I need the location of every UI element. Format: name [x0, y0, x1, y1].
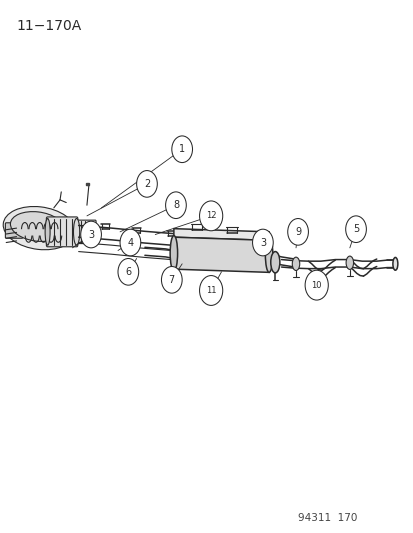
- FancyBboxPatch shape: [5, 223, 23, 238]
- Circle shape: [118, 259, 138, 285]
- Text: 1: 1: [179, 144, 185, 154]
- Circle shape: [287, 219, 308, 245]
- Ellipse shape: [265, 237, 272, 272]
- Text: 8: 8: [173, 200, 178, 210]
- Polygon shape: [173, 229, 268, 240]
- Text: 6: 6: [125, 267, 131, 277]
- Bar: [86, 183, 89, 185]
- Circle shape: [165, 192, 186, 219]
- Text: 3: 3: [88, 230, 94, 239]
- Text: 7: 7: [168, 275, 175, 285]
- Text: 94311  170: 94311 170: [297, 513, 356, 523]
- Ellipse shape: [292, 257, 299, 271]
- Text: 11−170A: 11−170A: [17, 19, 82, 33]
- Text: 5: 5: [352, 224, 358, 234]
- Polygon shape: [173, 237, 268, 272]
- Circle shape: [136, 171, 157, 197]
- Ellipse shape: [10, 212, 64, 241]
- Ellipse shape: [392, 257, 397, 270]
- FancyBboxPatch shape: [76, 220, 96, 244]
- Circle shape: [199, 201, 222, 231]
- Text: 10: 10: [311, 281, 321, 289]
- Text: 2: 2: [143, 179, 150, 189]
- Text: 12: 12: [205, 212, 216, 220]
- Circle shape: [120, 229, 140, 256]
- Text: 11: 11: [205, 286, 216, 295]
- Ellipse shape: [270, 252, 279, 273]
- Circle shape: [345, 216, 366, 243]
- Ellipse shape: [45, 219, 50, 245]
- Circle shape: [81, 221, 101, 248]
- Circle shape: [304, 270, 328, 300]
- Ellipse shape: [74, 219, 79, 245]
- Circle shape: [199, 276, 222, 305]
- Circle shape: [171, 136, 192, 163]
- Ellipse shape: [345, 256, 353, 270]
- Circle shape: [161, 266, 182, 293]
- Ellipse shape: [170, 236, 177, 271]
- Circle shape: [252, 229, 273, 256]
- Text: 3: 3: [259, 238, 265, 247]
- Ellipse shape: [3, 206, 75, 250]
- Text: 4: 4: [127, 238, 133, 247]
- FancyBboxPatch shape: [46, 217, 78, 247]
- Text: 9: 9: [294, 227, 300, 237]
